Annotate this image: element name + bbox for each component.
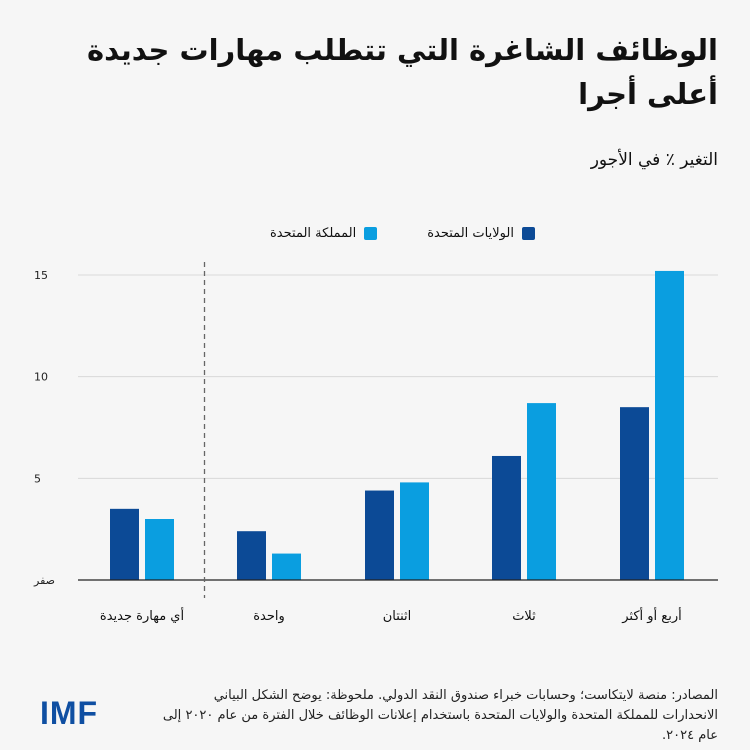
chart-title: الوظائف الشاغرة التي تتطلب مهارات جديدة … [86,33,718,111]
legend-swatch-uk [364,227,378,240]
bar-us [110,508,139,580]
bar-uk [145,519,174,580]
x-tick-label: أي مهارة جديدة [100,607,184,624]
legend-item-us: الولايات المتحدة [427,226,535,241]
legend-label-us: الولايات المتحدة [427,226,514,241]
bar-uk [655,270,684,580]
bar-us [620,407,649,580]
legend-label-uk: المملكة المتحدة [270,226,357,241]
y-tick-label: 5 [34,472,41,485]
y-tick-label: صفر [33,574,55,587]
x-tick-label: اثنتان [383,609,412,624]
imf-logo: IMF [40,695,99,731]
bar-uk [527,403,556,580]
y-tick-label: 15 [34,269,48,282]
x-tick-label: واحدة [253,609,285,624]
bar-us [365,490,394,580]
source-note: المصادر: منصة لايتكاست؛ وحسابات خبراء صن… [162,688,718,743]
legend: المملكة المتحدة الولايات المتحدة [270,226,535,241]
bar-us [237,531,266,580]
y-tick-label: 10 [34,371,48,384]
bar-uk [400,482,429,580]
legend-item-uk: المملكة المتحدة [270,226,378,241]
bar-uk [272,553,301,580]
chart-subtitle: التغير ٪ في الأجور [590,150,718,170]
x-tick-label: ثلاث [512,609,536,624]
x-tick-label: أربع أو أكثر [621,607,681,624]
bar-us [492,455,521,580]
legend-swatch-us [521,227,535,240]
